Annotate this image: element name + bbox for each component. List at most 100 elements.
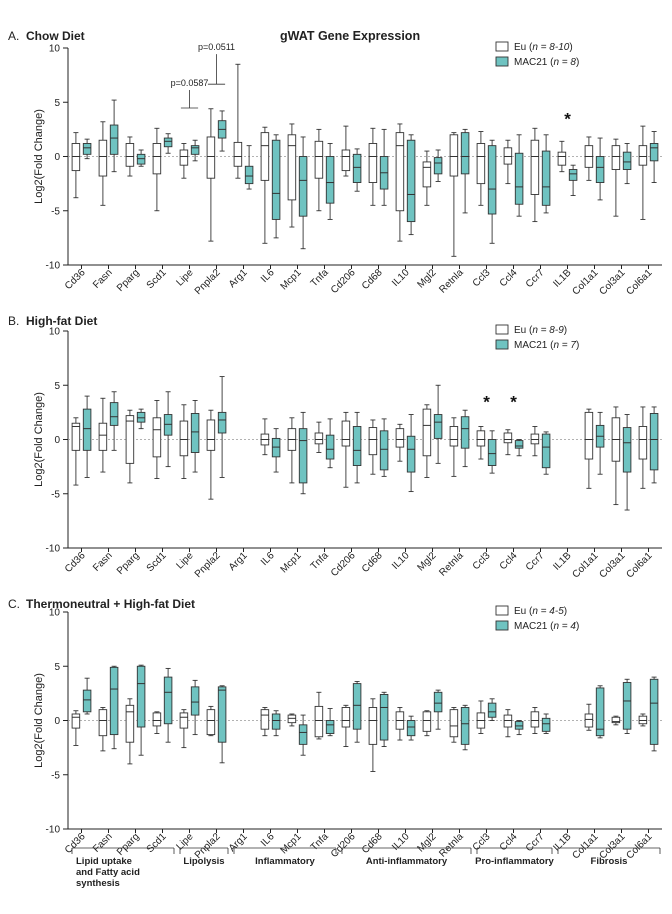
x-tick-label-il1b: IL1B [551,550,574,573]
box-body [649,413,659,471]
box-mac21-scd1 [163,667,173,743]
x-tick-label-il10: IL10 [390,831,412,853]
group-label: Fibrosis [591,856,628,867]
x-tick-label-fasn: Fasn [91,267,115,291]
box-body [503,147,513,165]
x-tick-label-mgl2: Mgl2 [416,831,439,854]
box-mac21-arg1 [244,145,254,190]
box-eu-cd206 [341,411,351,488]
box-body [638,715,648,725]
box-body [487,439,497,466]
significance-star-ccl3: * [483,393,490,412]
box-body [260,132,270,181]
box-eu-scd1 [152,127,162,212]
box-eu-il10 [395,123,405,242]
box-body [325,434,335,460]
box-eu-cd68 [368,127,378,206]
x-tick-label-lipe: Lipe [174,831,195,852]
x-tick-label-ccr7: Ccr7 [524,267,547,290]
box-body [568,169,578,181]
box-body [541,717,551,732]
box-body [271,139,281,220]
box-body [82,408,92,451]
box-eu-col6a1 [638,713,648,727]
box-mac21-col1a1 [595,137,605,201]
box-eu-cd68 [368,698,378,772]
box-eu-tnfa [314,691,324,740]
panel-letter: B. [8,314,19,328]
x-tick-label-arg1: Arg1 [227,550,250,573]
box-mac21-col1a1 [595,411,605,475]
x-tick-label-retnla: Retnla [437,267,466,296]
box-body [341,149,351,172]
box-eu-col1a1 [584,703,594,731]
box-body [71,422,81,451]
box-eu-mcp1 [287,123,297,228]
box-eu-retnla [449,707,459,743]
x-tick-label-cd206: Cd206 [329,550,358,579]
x-tick-label-mgl2: Mgl2 [416,550,439,573]
legend-label-mac21: MAC21 (n = 4) [514,621,579,632]
legend-label-eu: Eu (n = 4-5) [514,606,567,617]
box-eu-il6 [260,126,270,244]
figure-title: gWAT Gene Expression [280,29,420,43]
x-tick-label-col6a1: Col6a1 [624,550,654,580]
box-mac21-cd36 [82,395,92,478]
box-mac21-lipe [190,679,200,736]
box-body [206,419,216,451]
x-tick-label-arg1: Arg1 [227,831,250,854]
box-eu-cd36 [71,710,81,746]
box-body [82,689,92,713]
box-mac21-lipe [190,139,200,162]
box-body [406,720,416,737]
box-body [530,433,540,445]
box-body [530,139,540,195]
box-body [152,712,162,727]
box-body [530,711,540,728]
group-label: Inflammatory [255,856,315,867]
panel-title: Chow Diet [26,29,85,43]
box-eu-ccr7 [530,426,540,457]
box-mac21-col3a1 [622,414,632,511]
box-body [541,433,551,469]
box-eu-il6 [260,707,270,737]
y-tick-label: -10 [46,544,61,555]
x-tick-label-scd1: Scd1 [145,267,169,291]
box-mac21-ccl3 [487,698,497,721]
y-tick-label: 0 [54,716,60,727]
box-mac21-ccl4 [514,134,524,217]
box-eu-il1b [557,140,567,173]
box-body [314,140,324,179]
group-label: Pro-inflammatory [475,856,554,867]
box-body [406,139,416,223]
significance-star-il1b: * [564,110,571,129]
box-eu-scd1 [152,399,162,480]
pvalue-annotation-pnpla2: p=0.0511 [198,42,235,85]
box-body [190,413,200,453]
x-tick-label-il6: IL6 [259,267,277,285]
legend-swatch-mac21 [495,620,509,631]
x-tick-label-scd1: Scd1 [145,831,169,855]
box-body [314,705,324,738]
x-tick-label-tnfa: Tnfa [309,550,331,572]
box-body [109,666,119,736]
box-body [125,143,135,167]
box-body [163,414,173,436]
box-eu-cd36 [71,417,81,486]
box-eu-ccl4 [503,429,513,456]
pvalue-annotation-lipe: p=0.0587 [171,78,208,109]
y-axis-label: Log2(Fold Change) [33,673,45,768]
y-tick-label: -10 [46,261,61,272]
box-mac21-il10 [406,134,416,236]
x-tick-label-pparg: Pparg [115,831,142,858]
x-tick-label-mgl2: Mgl2 [416,267,439,290]
box-mac21-il6 [271,710,281,737]
box-body [298,156,308,217]
box-body [449,426,459,447]
group-anti-inflammatory: Anti-inflammatory [341,847,472,867]
x-tick-label-col6a1: Col6a1 [624,267,654,297]
box-body [352,426,362,466]
x-tick-label-il10: IL10 [390,550,412,572]
